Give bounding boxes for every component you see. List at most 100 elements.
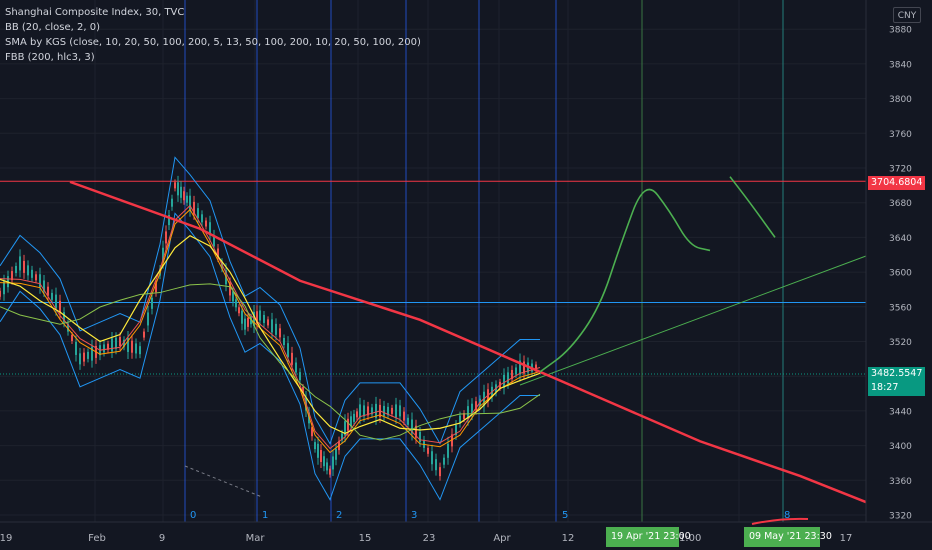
candle-body-89 bbox=[326, 462, 328, 471]
candle-body-54 bbox=[205, 220, 207, 227]
candle-body-119 bbox=[435, 459, 437, 471]
candle-body-12 bbox=[47, 286, 49, 296]
candle-body-57 bbox=[217, 248, 219, 258]
y-tick-3520: 3520 bbox=[889, 338, 912, 348]
y-tick-3320: 3320 bbox=[889, 512, 912, 522]
candle-body-107 bbox=[387, 406, 389, 415]
sma-yellow bbox=[0, 234, 541, 435]
candle-body-124 bbox=[455, 424, 457, 435]
bollinger-lower bbox=[0, 212, 540, 501]
x-tick-6: Apr bbox=[493, 533, 511, 544]
candle-body-138 bbox=[511, 369, 513, 379]
y-tick-3800: 3800 bbox=[889, 95, 912, 105]
dotted-trend bbox=[184, 465, 263, 498]
price-axis-bg bbox=[866, 0, 932, 550]
candle-body-16 bbox=[63, 312, 65, 323]
candle-body-11 bbox=[43, 280, 45, 292]
candle-body-35 bbox=[139, 346, 141, 355]
candle-body-52 bbox=[197, 208, 199, 219]
candle-body-45 bbox=[174, 182, 176, 189]
candle-body-84 bbox=[311, 427, 313, 437]
candle-body-129 bbox=[475, 401, 477, 411]
candle-body-69 bbox=[256, 311, 258, 324]
candle-body-5 bbox=[19, 256, 21, 271]
candle-body-139 bbox=[515, 367, 517, 375]
candle-body-108 bbox=[391, 407, 393, 414]
sma-red bbox=[0, 204, 541, 450]
x-tick-5: 23 bbox=[423, 533, 436, 544]
candle-body-41 bbox=[162, 247, 164, 262]
y-tick-3680: 3680 bbox=[889, 199, 912, 209]
cycle-label-2: 2 bbox=[336, 510, 342, 521]
candle-body-39 bbox=[155, 283, 157, 293]
candle-body-88 bbox=[323, 456, 325, 467]
candle-body-15 bbox=[59, 300, 61, 313]
y-tick-3560: 3560 bbox=[889, 303, 912, 313]
y-tick-3600: 3600 bbox=[889, 269, 912, 279]
cycle-label-5: 5 bbox=[562, 510, 568, 521]
candle-body-63 bbox=[238, 307, 240, 314]
candle-body-96 bbox=[347, 418, 349, 431]
candle-body-71 bbox=[263, 314, 265, 323]
y-tick-3760: 3760 bbox=[889, 130, 912, 140]
candle-body-76 bbox=[283, 338, 285, 345]
candle-body-80 bbox=[299, 372, 301, 381]
cycle-label-1: 1 bbox=[262, 510, 268, 521]
x-tick-2: 9 bbox=[159, 533, 165, 544]
y-tick-3720: 3720 bbox=[889, 165, 912, 175]
candle-body-62 bbox=[235, 299, 237, 308]
candle-body-37 bbox=[147, 312, 149, 326]
sma-green bbox=[0, 283, 541, 441]
price-tag-current-time: 18:27 bbox=[871, 382, 899, 393]
candle-body-13 bbox=[51, 292, 53, 300]
candle-body-91 bbox=[332, 456, 334, 470]
currency-button[interactable]: CNY bbox=[893, 7, 921, 23]
candle-body-117 bbox=[427, 447, 429, 454]
candle-body-56 bbox=[213, 235, 215, 247]
candle-body-110 bbox=[399, 405, 401, 417]
date-tag-second: 09 May '21 23:30 bbox=[744, 527, 832, 547]
y-tick-3400: 3400 bbox=[889, 442, 912, 452]
candle-body-122 bbox=[447, 443, 449, 458]
bollinger-upper bbox=[0, 156, 540, 445]
candle-body-128 bbox=[471, 403, 473, 415]
candle-body-92 bbox=[335, 448, 337, 460]
candle-body-8 bbox=[31, 269, 33, 278]
candle-body-17 bbox=[67, 323, 69, 332]
candle-body-29 bbox=[115, 337, 117, 349]
candle-body-114 bbox=[415, 425, 417, 438]
x-tick-7: 12 bbox=[562, 533, 575, 544]
candle-body-85 bbox=[314, 442, 316, 450]
candle-body-27 bbox=[107, 343, 109, 350]
candle-body-0 bbox=[0, 290, 1, 297]
candle-body-46 bbox=[177, 182, 179, 196]
x-tick-10: 17 bbox=[840, 533, 853, 544]
cycle-label-0: 0 bbox=[190, 510, 196, 521]
candle-body-6 bbox=[23, 260, 25, 273]
candle-body-97 bbox=[350, 416, 352, 427]
candle-body-121 bbox=[443, 457, 445, 465]
legend-sma[interactable]: SMA by KGS (close, 10, 20, 50, 100, 200,… bbox=[5, 37, 421, 48]
y-tick-3360: 3360 bbox=[889, 477, 912, 487]
candle-body-61 bbox=[232, 291, 234, 302]
candle-body-101 bbox=[363, 405, 365, 417]
candle-body-123 bbox=[451, 434, 453, 447]
legend-fbb[interactable]: FBB (200, hlc3, 3) bbox=[5, 52, 95, 63]
candle-body-100 bbox=[359, 404, 361, 418]
legend-bb[interactable]: BB (20, close, 2, 0) bbox=[5, 22, 100, 33]
candle-body-79 bbox=[295, 362, 297, 373]
projection-path-second bbox=[729, 176, 776, 238]
candle-body-125 bbox=[459, 415, 461, 424]
candle-body-22 bbox=[87, 351, 89, 359]
candle-body-126 bbox=[463, 413, 465, 420]
candle-body-50 bbox=[189, 195, 191, 210]
y-tick-3440: 3440 bbox=[889, 407, 912, 417]
candle-body-18 bbox=[71, 335, 73, 342]
candle-body-47 bbox=[180, 186, 182, 198]
cycle-label-3: 3 bbox=[411, 510, 417, 521]
candle-body-3 bbox=[11, 271, 13, 281]
candle-body-38 bbox=[151, 297, 153, 309]
candle-body-115 bbox=[419, 431, 421, 442]
candle-body-140 bbox=[519, 360, 521, 375]
